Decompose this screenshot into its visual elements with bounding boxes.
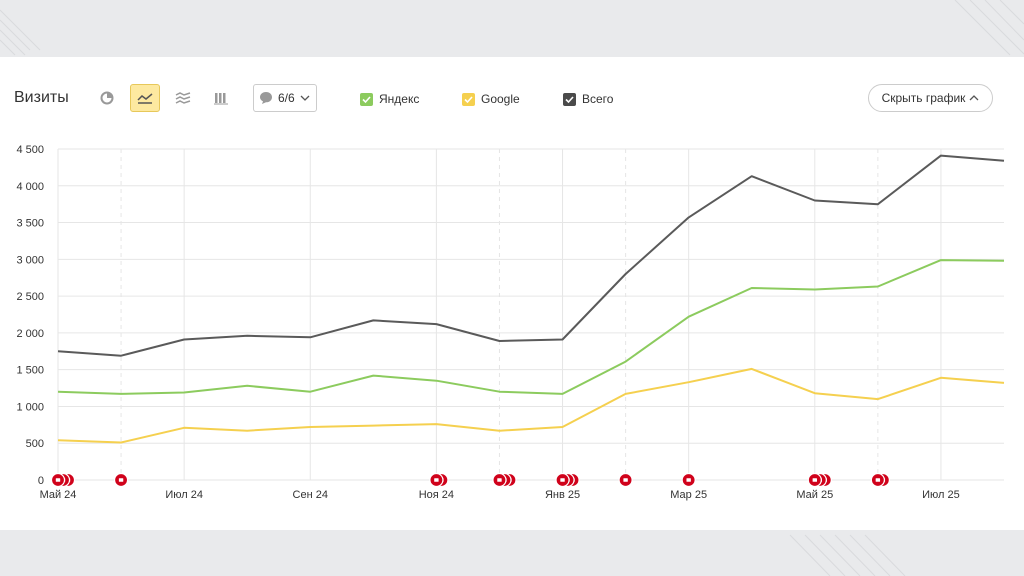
- note-marker-icon[interactable]: [555, 472, 570, 488]
- chart-toolbar: Визиты: [0, 57, 1024, 137]
- note-marker-icon[interactable]: [50, 472, 66, 488]
- chart-card: Визиты: [0, 57, 1024, 530]
- x-tick-label: Янв 25: [545, 489, 580, 501]
- line-chart: 0 500 1 000 1 500 2 000 2 500 3 000 3 500 4 000 4…: [16, 144, 1005, 501]
- series-line-0: [57, 259, 1005, 395]
- x-tick-label: Май 24: [40, 489, 77, 501]
- y-tick-label: 2 000: [16, 328, 44, 340]
- hide-chart-button[interactable]: Скрыть график: [868, 84, 993, 112]
- checkmark-icon: [464, 95, 473, 103]
- x-tick-label: Июл 25: [922, 489, 960, 501]
- pie-chart-icon: [100, 91, 114, 105]
- y-tick-label: 1 500: [16, 365, 44, 377]
- y-tick-label: 0: [38, 475, 44, 487]
- legend-label-google: Google: [481, 92, 520, 106]
- bar-chart-button[interactable]: [206, 84, 236, 112]
- x-axis-ticks: Май 24 Июл 24 Сен 24 Ноя 24 Янв 25 Мар 25 Май …: [40, 489, 960, 501]
- legend-label-total: Всего: [582, 92, 614, 106]
- y-tick-label: 3 500: [16, 218, 44, 230]
- x-tick-label: Ноя 24: [419, 489, 454, 501]
- checkbox-yandex[interactable]: [360, 92, 373, 106]
- annotation-markers: [50, 472, 890, 488]
- note-marker-icon[interactable]: [429, 472, 444, 488]
- x-tick-label: Июл 24: [165, 489, 203, 501]
- y-axis-ticks: 0 500 1 000 1 500 2 000 2 500 3 000 3 500 4 000 4…: [16, 144, 44, 487]
- x-tick-label: Мар 25: [670, 489, 707, 501]
- grid: [57, 148, 1004, 481]
- chevron-down-icon: [300, 95, 310, 101]
- bar-chart-icon: [214, 93, 228, 105]
- legend-total[interactable]: Всего: [563, 92, 613, 106]
- series-lines: [57, 154, 1005, 444]
- chevron-up-icon: [969, 95, 979, 101]
- notes-filter-button[interactable]: 6/6: [253, 84, 317, 112]
- legend-label-yandex: Яндекс: [379, 92, 420, 106]
- note-marker-icon[interactable]: [618, 472, 633, 488]
- pie-chart-button[interactable]: [92, 84, 122, 112]
- chart-title: Визиты: [14, 89, 69, 106]
- note-marker-icon[interactable]: [807, 472, 822, 488]
- y-tick-label: 2 500: [16, 291, 44, 303]
- checkbox-google[interactable]: [462, 92, 475, 106]
- line-chart-icon: [137, 93, 153, 104]
- x-tick-label: Сен 24: [293, 489, 328, 501]
- y-tick-label: 4 500: [16, 144, 44, 156]
- checkbox-total[interactable]: [563, 92, 576, 106]
- x-tick-label: Май 25: [796, 489, 833, 501]
- y-tick-label: 4 000: [16, 181, 44, 193]
- note-marker-icon[interactable]: [113, 472, 129, 488]
- y-tick-label: 3 000: [16, 254, 44, 266]
- legend-google[interactable]: Google: [462, 92, 520, 106]
- note-marker-icon[interactable]: [870, 472, 885, 488]
- series-line-2: [57, 154, 1005, 357]
- checkmark-icon: [565, 95, 574, 103]
- note-marker-icon[interactable]: [681, 472, 696, 488]
- area-chart-button[interactable]: [168, 84, 198, 112]
- y-tick-label: 1 000: [16, 401, 44, 413]
- line-chart-button[interactable]: [130, 84, 160, 112]
- area-chart-icon: [175, 92, 191, 104]
- checkmark-icon: [362, 95, 371, 103]
- y-tick-label: 500: [26, 438, 44, 450]
- hide-chart-label: Скрыть график: [881, 91, 966, 105]
- legend-yandex[interactable]: Яндекс: [360, 92, 419, 106]
- series-line-1: [57, 367, 1005, 444]
- notes-count: 6/6: [278, 91, 295, 105]
- note-marker-icon[interactable]: [492, 472, 507, 488]
- comment-icon: [260, 92, 272, 104]
